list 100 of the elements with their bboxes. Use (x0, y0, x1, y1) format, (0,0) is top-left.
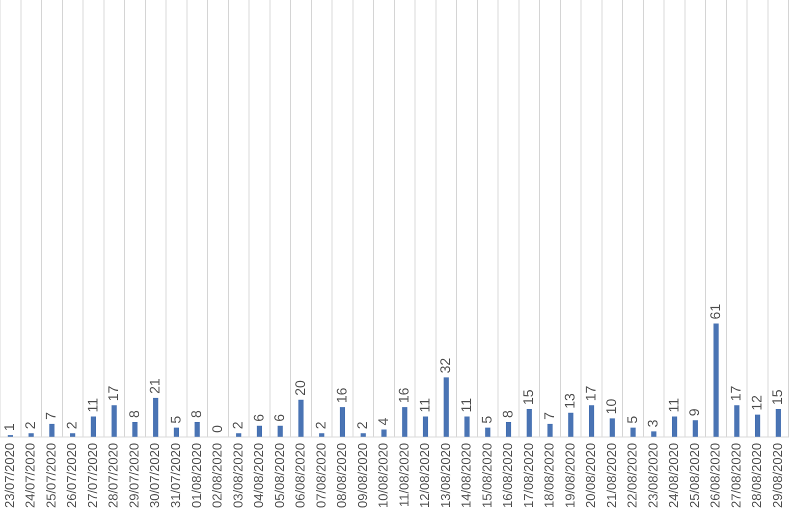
bar (90, 416, 96, 437)
x-tick-label: 08/08/2020 (334, 442, 350, 508)
x-tick-label: 11/08/2020 (396, 442, 412, 508)
data-label: 2 (22, 421, 38, 430)
x-tick-label: 24/07/2020 (22, 442, 38, 508)
x-tick-label: 09/08/2020 (354, 442, 370, 508)
x-tick-label: 03/08/2020 (230, 442, 246, 508)
x-tick-label: 01/08/2020 (188, 442, 204, 508)
bar (402, 407, 408, 437)
data-label: 10 (603, 398, 620, 414)
bar (776, 409, 781, 437)
bar (547, 424, 553, 437)
bar (444, 377, 449, 437)
bar (381, 429, 387, 437)
x-tick-label: 02/08/2020 (210, 442, 225, 508)
data-label: 9 (686, 408, 702, 416)
data-label: 2 (230, 421, 246, 430)
data-label: 15 (520, 389, 536, 406)
bar (588, 405, 594, 437)
x-tick-label: 29/08/2020 (770, 442, 785, 508)
data-label: 11 (665, 398, 682, 412)
data-label: 21 (146, 378, 163, 394)
data-label: 20 (292, 380, 308, 396)
bar (692, 420, 698, 437)
data-label: 12 (748, 394, 764, 411)
x-tick-label: 25/08/2020 (686, 442, 702, 508)
bar (278, 426, 283, 437)
x-tick-label: 27/07/2020 (84, 442, 100, 508)
bar (610, 418, 615, 437)
bar (651, 431, 656, 437)
data-label: 13 (562, 392, 578, 409)
x-tick-label: 05/08/2020 (272, 442, 287, 508)
data-label: 7 (42, 412, 59, 420)
x-tick-label: 07/08/2020 (313, 442, 328, 508)
bar (132, 422, 138, 437)
bar (256, 426, 262, 437)
bar (298, 400, 304, 437)
bar (112, 405, 117, 437)
bar (49, 424, 54, 437)
x-tick-label: 24/08/2020 (666, 442, 682, 508)
x-tick-label: 29/07/2020 (126, 442, 142, 508)
data-label: 17 (582, 386, 598, 402)
bar (153, 398, 158, 437)
data-label: 4 (374, 417, 391, 426)
x-tick-label: 20/08/2020 (583, 442, 598, 508)
data-label: 11 (416, 398, 432, 412)
x-tick-label: 16/08/2020 (500, 442, 516, 508)
data-label: 0 (208, 424, 225, 433)
x-tick-label: 26/08/2020 (708, 442, 723, 508)
data-label: 6 (271, 414, 288, 422)
x-tick-label: 28/08/2020 (749, 442, 764, 508)
x-tick-label: 26/07/2020 (64, 442, 80, 508)
data-label: 5 (478, 416, 495, 424)
x-tick-label: 19/08/2020 (562, 442, 578, 508)
bar (70, 433, 76, 437)
x-tick-label: 22/08/2020 (624, 442, 640, 508)
bar (360, 433, 366, 437)
data-label: 61 (706, 304, 723, 320)
data-label: 1 (1, 423, 18, 432)
bar (506, 422, 512, 437)
x-tick-label: 14/08/2020 (458, 442, 474, 508)
data-label: 7 (540, 412, 557, 420)
data-label: 32 (437, 358, 454, 374)
data-label: 2 (312, 421, 329, 430)
data-label: 8 (188, 410, 204, 418)
data-label: 2 (354, 421, 370, 430)
x-tick-label: 06/08/2020 (292, 442, 308, 508)
bar (485, 428, 490, 437)
bar (526, 409, 532, 437)
x-tick-label: 21/08/2020 (604, 442, 619, 508)
data-label: 16 (396, 387, 412, 404)
data-label: 15 (769, 389, 786, 406)
bar (340, 407, 346, 437)
data-label: 8 (126, 410, 142, 418)
data-label: 17 (728, 386, 744, 402)
bar (672, 416, 678, 437)
x-tick-label: 25/07/2020 (43, 442, 58, 508)
data-label: 5 (624, 416, 640, 424)
data-label: 3 (644, 419, 661, 428)
bar (174, 428, 180, 437)
x-tick-label: 23/07/2020 (2, 442, 17, 508)
x-tick-label: 31/07/2020 (168, 442, 184, 508)
x-tick-label: 30/07/2020 (147, 442, 162, 508)
data-label: 17 (105, 386, 122, 402)
bar (28, 433, 34, 437)
data-label: 2 (64, 421, 80, 430)
bar (734, 405, 740, 437)
data-label: 8 (499, 410, 516, 418)
x-tick-label: 15/08/2020 (479, 442, 494, 508)
bar (194, 422, 200, 437)
x-tick-label: 27/08/2020 (728, 442, 744, 508)
x-tick-label: 12/08/2020 (417, 442, 432, 508)
bar (630, 428, 636, 437)
bar (713, 323, 719, 437)
x-tick-label: 18/08/2020 (542, 442, 557, 508)
x-tick-label: 04/08/2020 (251, 442, 266, 508)
bar (422, 416, 428, 437)
data-label: 5 (167, 416, 184, 424)
data-label: 11 (458, 398, 474, 412)
x-tick-label: 10/08/2020 (376, 442, 391, 508)
